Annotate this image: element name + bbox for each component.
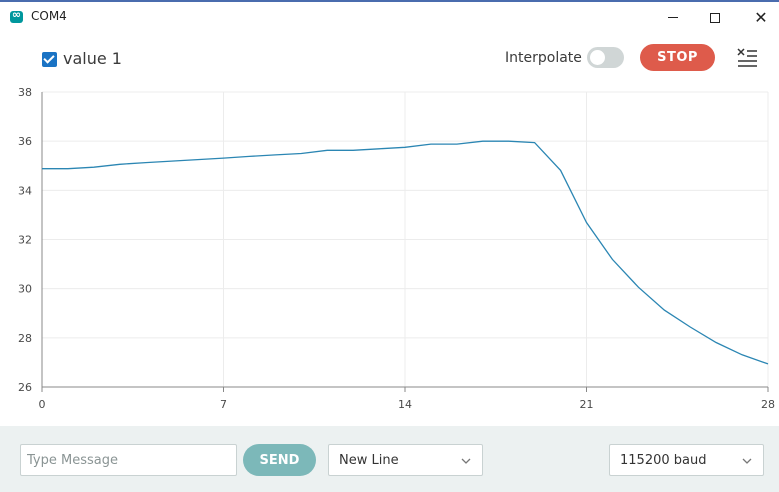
series-line-value-1 — [42, 140, 769, 365]
minimize-icon — [668, 17, 678, 18]
send-button[interactable]: SEND — [243, 444, 316, 476]
y-tick-label: 36 — [18, 135, 32, 148]
y-tick-label: 28 — [18, 332, 32, 345]
maximize-icon — [710, 12, 720, 23]
baud-rate-select[interactable]: 115200 baud — [609, 444, 764, 476]
message-input[interactable] — [20, 444, 237, 476]
title-bar: COM4 ✕ — [0, 0, 779, 33]
line-ending-select[interactable]: New Line — [328, 444, 483, 476]
interpolate-toggle[interactable] — [587, 47, 624, 68]
maximize-button[interactable] — [692, 2, 738, 33]
y-tick-label: 30 — [18, 283, 32, 296]
line-ending-value: New Line — [339, 452, 399, 468]
series-checkbox[interactable] — [42, 52, 57, 67]
y-tick-label: 34 — [18, 184, 32, 197]
title-bar-accent — [0, 0, 779, 2]
interpolate-label: Interpolate — [505, 50, 582, 66]
arduino-icon — [10, 8, 23, 23]
x-tick-label: 0 — [39, 398, 46, 411]
minimize-button[interactable] — [650, 2, 696, 33]
y-tick-label: 32 — [18, 234, 32, 247]
baud-rate-value: 115200 baud — [620, 452, 707, 468]
clear-icon[interactable] — [736, 47, 758, 67]
x-tick-label: 21 — [580, 398, 594, 411]
chevron-down-icon — [742, 458, 752, 464]
series-label: value 1 — [63, 49, 122, 68]
chevron-down-icon — [461, 458, 471, 464]
x-tick-label: 14 — [398, 398, 412, 411]
x-tick-label: 7 — [220, 398, 227, 411]
toggle-knob — [590, 50, 605, 65]
x-tick-label: 28 — [761, 398, 775, 411]
close-icon: ✕ — [754, 7, 768, 27]
y-tick-label: 38 — [18, 86, 32, 99]
plot-area: 26 28 30 32 34 36 38 0 7 14 21 28 — [18, 86, 775, 411]
close-button[interactable]: ✕ — [738, 2, 779, 33]
stop-button[interactable]: STOP — [640, 44, 715, 71]
window-title: COM4 — [31, 9, 67, 23]
y-tick-label: 26 — [18, 381, 32, 394]
